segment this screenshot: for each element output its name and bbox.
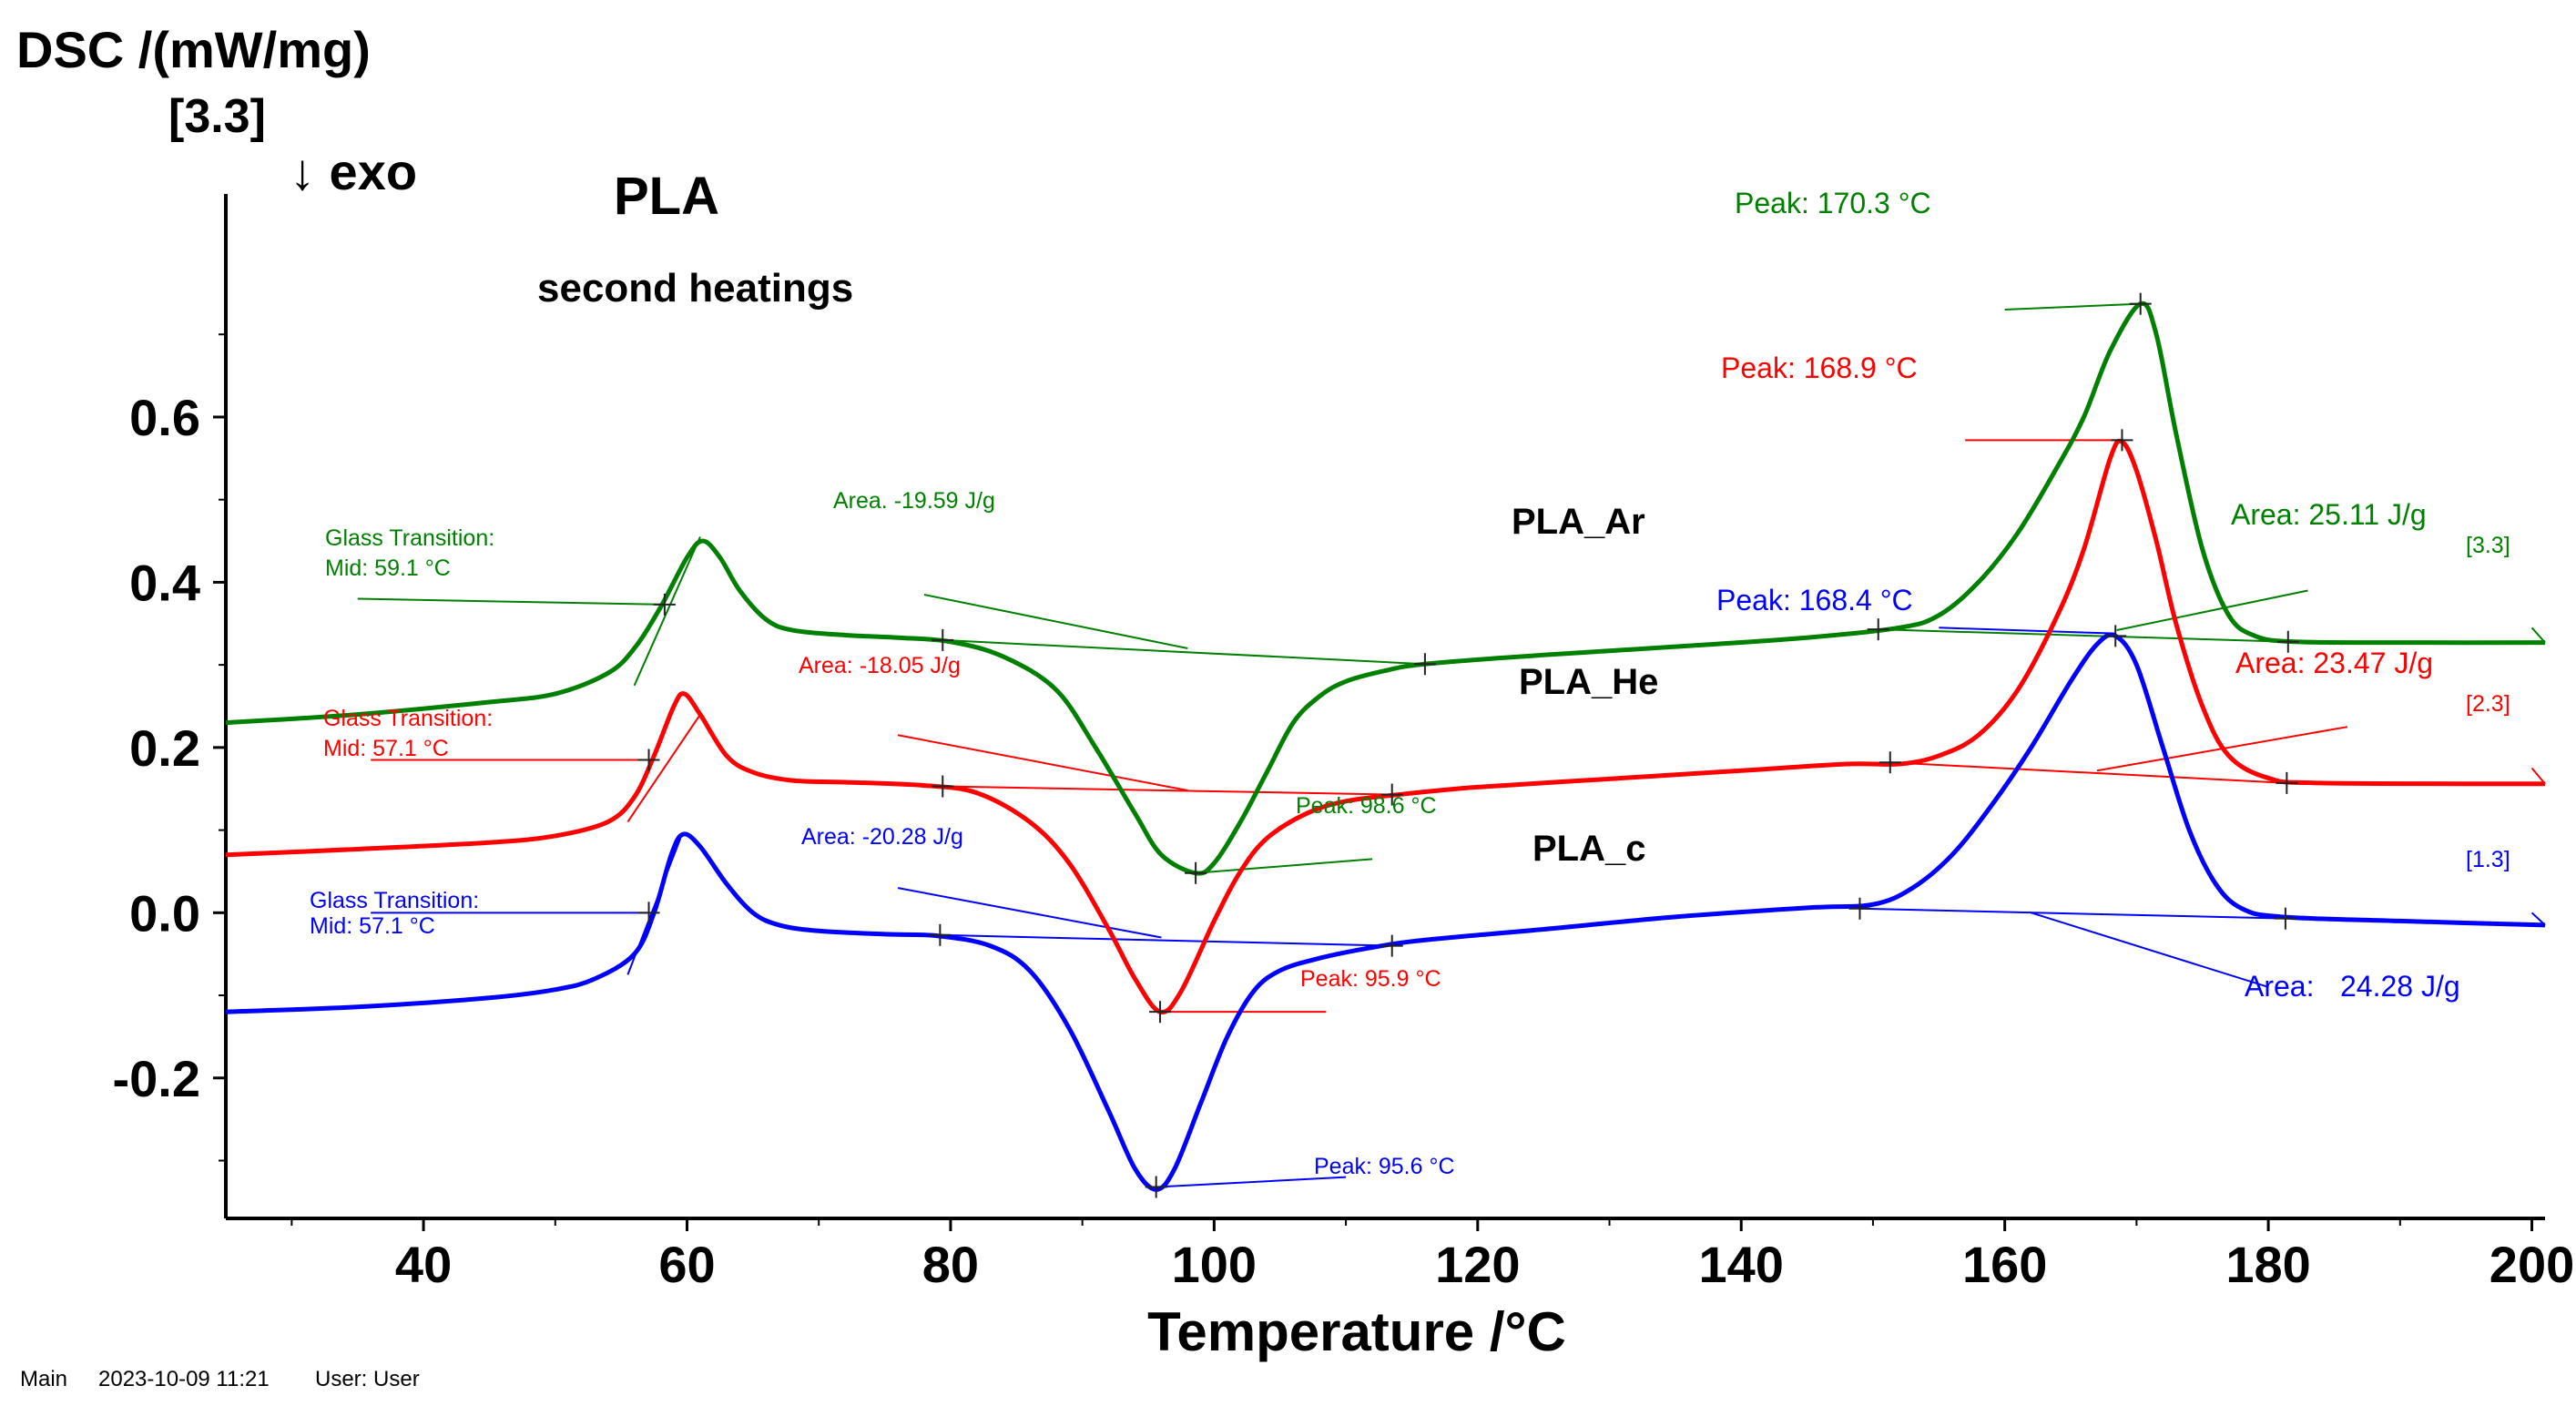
chart-title: PLA bbox=[614, 167, 719, 226]
c-area-melting: 24.28 J/g bbox=[2340, 970, 2460, 1003]
he-area-melting: Area: 23.47 J/g bbox=[2235, 647, 2433, 679]
curve-pla-he bbox=[225, 438, 2546, 1015]
y-tick-label: 0.6 bbox=[129, 389, 200, 446]
y-axis-label: DSC /(mW/mg) bbox=[16, 21, 371, 78]
series-label-pla-c: PLA_c bbox=[1532, 829, 1646, 869]
exo-direction-label: ↓ exo bbox=[290, 143, 417, 200]
he-area-leader bbox=[897, 734, 1188, 792]
c-area-melting-prefix: Area: bbox=[2245, 970, 2314, 1003]
axis-ticks: 40 60 80 100 120 140 160 180 200 0.6 0.4 0.2 0.0 -0.2 bbox=[113, 389, 2575, 1293]
ar-area-melting-leader bbox=[2116, 589, 2308, 632]
c-melting-baseline bbox=[1859, 907, 2286, 920]
he-melting-baseline bbox=[1889, 761, 2287, 784]
y-tick-label: -0.2 bbox=[113, 1050, 201, 1107]
ar-peak-melting-leader bbox=[2004, 302, 2141, 311]
y-tick-label: 0.4 bbox=[129, 554, 200, 611]
y-axis-scale: [3.3] bbox=[168, 90, 266, 143]
ar-glass-transition-title: Glass Transition: bbox=[325, 525, 494, 551]
evaluation-markers bbox=[637, 292, 2299, 1198]
minor-tick-marks bbox=[219, 333, 2401, 1226]
he-peak-melting: Peak: 168.9 °C bbox=[1721, 352, 1918, 384]
x-tick-label: 120 bbox=[1435, 1236, 1520, 1293]
c-peak-leader bbox=[1156, 1176, 1347, 1188]
ar-crystallization-baseline bbox=[942, 638, 1425, 666]
series-label-pla-he: PLA_He bbox=[1519, 662, 1658, 702]
c-crystallization-baseline bbox=[940, 933, 1392, 947]
x-tick-label: 200 bbox=[2489, 1236, 2574, 1293]
c-glass-transition-title: Glass Transition: bbox=[310, 888, 479, 913]
c-peak-melting: Peak: 168.4 °C bbox=[1716, 584, 1913, 616]
ar-end-marker: [3.3] bbox=[2466, 533, 2510, 558]
he-area-crystallization: Area: -18.05 J/g bbox=[799, 653, 961, 678]
ar-area-leader bbox=[923, 594, 1188, 649]
ar-glass-transition-mid: Mid: 59.1 °C bbox=[325, 555, 451, 581]
c-area-leader bbox=[897, 887, 1162, 939]
footer-timestamp: 2023-10-09 11:21 bbox=[98, 1367, 270, 1391]
c-area-melting-leader bbox=[2031, 912, 2269, 988]
footer-user: User: User bbox=[315, 1367, 420, 1391]
annotation-lines bbox=[357, 302, 2546, 1188]
curve-pla-c bbox=[225, 632, 2546, 1192]
ar-glass-tangent bbox=[633, 536, 701, 687]
x-tick-label: 100 bbox=[1172, 1236, 1257, 1293]
x-tick-label: 160 bbox=[1962, 1236, 2047, 1293]
x-tick-label: 140 bbox=[1699, 1236, 1784, 1293]
he-glass-transition-title: Glass Transition: bbox=[323, 706, 493, 731]
ar-peak-melting: Peak: 170.3 °C bbox=[1735, 187, 1931, 219]
chart-subtitle: second heatings bbox=[537, 266, 853, 311]
ar-end-leader bbox=[2530, 627, 2546, 644]
he-crystallization-baseline bbox=[942, 785, 1392, 796]
ar-peak-crystallization: Peak: 98.6 °C bbox=[1296, 793, 1437, 819]
y-tick-label: 0.0 bbox=[129, 884, 200, 942]
curve-pla-ar bbox=[225, 301, 2546, 876]
c-glass-transition-mid: Mid: 57.1 °C bbox=[310, 913, 435, 939]
c-peak-melting-leader bbox=[1939, 627, 2116, 635]
series-label-pla-ar: PLA_Ar bbox=[1512, 502, 1645, 542]
ar-glass-leader bbox=[357, 597, 665, 606]
ar-area-melting: Area: 25.11 J/g bbox=[2231, 498, 2427, 531]
y-tick-label: 0.2 bbox=[129, 719, 200, 777]
c-peak-crystallization: Peak: 95.6 °C bbox=[1314, 1154, 1455, 1179]
x-tick-label: 40 bbox=[395, 1236, 452, 1293]
x-axis-label: Temperature /°C bbox=[1147, 1301, 1566, 1362]
ar-area-crystallization: Area. -19.59 J/g bbox=[833, 488, 995, 514]
he-end-marker: [2.3] bbox=[2466, 691, 2510, 717]
x-tick-label: 60 bbox=[658, 1236, 715, 1293]
x-tick-label: 80 bbox=[922, 1236, 979, 1293]
he-glass-transition-mid: Mid: 57.1 °C bbox=[323, 736, 449, 761]
x-tick-label: 180 bbox=[2225, 1236, 2310, 1293]
he-glass-tangent bbox=[626, 714, 701, 823]
c-area-crystallization: Area: -20.28 J/g bbox=[801, 824, 963, 850]
ar-melting-baseline bbox=[1878, 628, 2288, 643]
ar-peak-leader bbox=[1196, 858, 1373, 874]
footer-window: Main bbox=[20, 1367, 67, 1391]
c-end-marker: [1.3] bbox=[2466, 847, 2510, 872]
he-peak-crystallization: Peak: 95.9 °C bbox=[1300, 966, 1441, 992]
he-end-leader bbox=[2530, 767, 2546, 785]
